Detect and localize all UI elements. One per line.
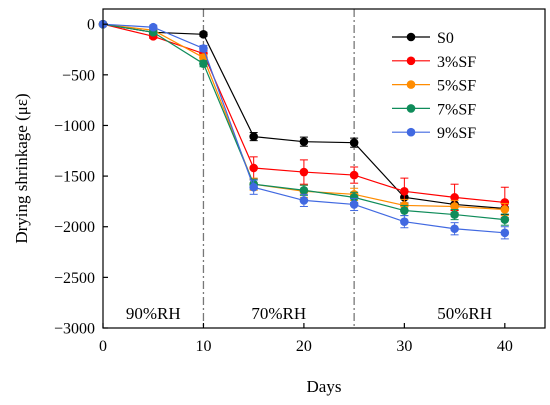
y-tick-label: −500	[62, 67, 95, 84]
stage-label: 90%RH	[126, 304, 181, 323]
y-tick-label: −3000	[54, 321, 95, 338]
plot-frame	[102, 8, 546, 329]
legend-label: 5%SF	[437, 78, 476, 95]
y-tick-label: −1000	[54, 118, 95, 135]
y-tick-label: −2500	[54, 270, 95, 287]
data-point	[349, 170, 359, 180]
data-point	[450, 202, 459, 211]
data-point	[500, 198, 510, 207]
x-tick-label: 10	[195, 338, 211, 355]
data-point	[148, 22, 158, 32]
legend-marker	[406, 56, 416, 66]
x-tick-label: 30	[396, 338, 412, 355]
legend-marker	[406, 80, 416, 89]
data-point	[400, 217, 409, 226]
data-point	[349, 193, 359, 202]
y-tick-label: −2000	[54, 219, 95, 236]
data-point	[199, 30, 208, 39]
legend-marker	[406, 32, 416, 42]
series-layer	[98, 19, 510, 240]
data-point	[500, 228, 510, 238]
data-point	[500, 215, 510, 224]
data-point	[199, 44, 208, 53]
data-point	[299, 137, 309, 146]
data-point	[249, 163, 258, 173]
data-point	[450, 193, 459, 202]
data-point	[349, 138, 359, 147]
legend-label: S0	[437, 30, 454, 47]
data-point	[199, 59, 208, 68]
y-tick-label: −1500	[54, 169, 95, 186]
data-point	[349, 200, 359, 209]
data-point	[299, 185, 309, 195]
data-point	[299, 167, 309, 177]
series-9%SF	[98, 19, 510, 240]
legend-label: 3%SF	[437, 54, 476, 71]
stage-label: 70%RH	[251, 304, 306, 323]
data-point	[249, 182, 258, 192]
legend-marker	[406, 104, 416, 113]
data-point	[249, 132, 258, 141]
data-point	[450, 210, 459, 219]
legend-marker	[406, 127, 416, 137]
legend-label: 7%SF	[437, 101, 476, 118]
legend: S0 3%SF 5%SF 7%SF 9%SF	[392, 30, 476, 142]
axis-ticks: 0 10 20 30 40 0 −500 −1000 −1500 −2000 −2500 −3000	[54, 17, 513, 355]
x-tick-label: 0	[99, 338, 107, 355]
x-tick-label: 40	[497, 338, 513, 355]
legend-label: 9%SF	[437, 125, 476, 142]
x-axis-title: Days	[307, 377, 342, 396]
data-point	[400, 186, 409, 196]
data-point	[299, 196, 309, 205]
y-tick-label: 0	[87, 17, 95, 34]
data-point	[450, 224, 459, 234]
data-point	[500, 205, 510, 214]
stage-label: 50%RH	[437, 304, 492, 323]
y-axis-title: Drying shrinkage (με)	[12, 93, 31, 243]
x-tick-label: 20	[296, 338, 312, 355]
data-point	[400, 206, 409, 215]
stage-labels: 90%RH 70%RH 50%RH	[126, 304, 492, 323]
